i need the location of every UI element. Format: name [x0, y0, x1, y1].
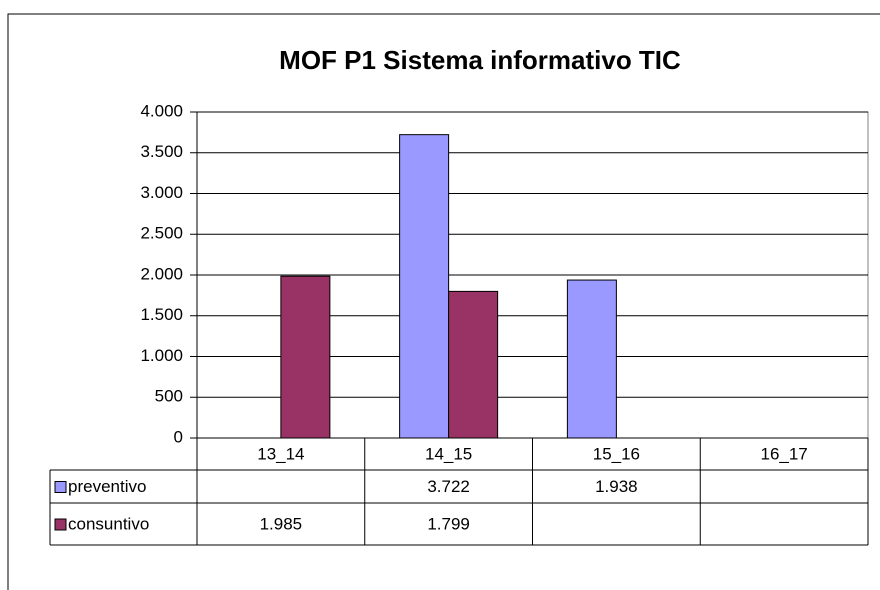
table-value: 1.938	[595, 477, 638, 496]
table-value: 3.722	[427, 477, 470, 496]
y-tick-label: 2.500	[140, 224, 183, 243]
x-tick-label: 15_16	[593, 444, 640, 463]
legend-label: preventivo	[68, 477, 146, 496]
table-value: 1.799	[427, 514, 470, 533]
chart-title: MOF P1 Sistema informativo TIC	[279, 45, 681, 75]
y-tick-label: 0	[174, 427, 183, 446]
x-tick-label: 14_15	[425, 444, 472, 463]
y-tick-label: 2.000	[140, 264, 183, 283]
y-tick-label: 1.500	[140, 305, 183, 324]
legend-key	[54, 518, 67, 531]
bar	[566, 279, 617, 439]
y-tick-label: 500	[155, 387, 183, 406]
bar	[280, 275, 331, 439]
y-tick-label: 3.000	[140, 183, 183, 202]
bar	[399, 134, 450, 439]
bar	[448, 290, 499, 439]
legend-label: consuntivo	[68, 514, 149, 533]
x-tick-label: 13_14	[257, 444, 304, 463]
legend-key	[54, 481, 67, 493]
table-value: 1.985	[260, 514, 303, 533]
x-tick-label: 16_17	[760, 444, 807, 463]
y-tick-label: 1.000	[140, 346, 183, 365]
y-tick-label: 4.000	[140, 101, 183, 120]
y-tick-label: 3.500	[140, 142, 183, 161]
